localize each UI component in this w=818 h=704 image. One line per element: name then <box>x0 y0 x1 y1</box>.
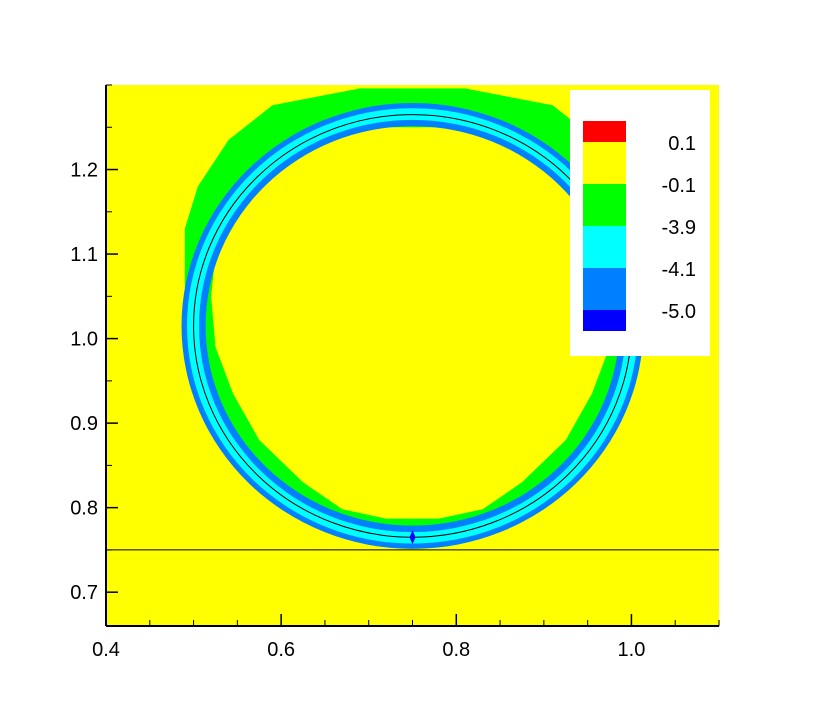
y-tick-label: 1.0 <box>70 329 98 351</box>
x-tick-label: 1.0 <box>618 639 646 661</box>
legend: 0.1 -0.1 -3.9 -4.1 -5.0 <box>570 90 710 356</box>
y-tick-label: 0.8 <box>70 498 98 520</box>
y-tick-label: 0.9 <box>70 413 98 435</box>
legend-swatch <box>583 184 626 226</box>
legend-swatch <box>583 310 626 331</box>
legend-label: -5.0 <box>662 301 696 323</box>
y-tick-label: 1.2 <box>70 160 98 182</box>
x-tick-label: 0.6 <box>267 639 295 661</box>
legend-label: -4.1 <box>662 259 696 281</box>
legend-swatch <box>583 121 626 142</box>
contact-point-marker <box>409 530 416 545</box>
x-tick-label: 0.8 <box>442 639 470 661</box>
legend-swatch <box>583 226 626 268</box>
legend-swatch <box>583 268 626 310</box>
y-tick-label: 0.7 <box>70 582 98 604</box>
legend-label: -0.1 <box>662 175 696 197</box>
legend-label: -3.9 <box>662 217 696 239</box>
legend-label: 0.1 <box>668 133 696 155</box>
y-tick-label: 1.1 <box>70 244 98 266</box>
x-tick-label: 0.4 <box>92 639 120 661</box>
legend-swatch <box>583 142 626 184</box>
